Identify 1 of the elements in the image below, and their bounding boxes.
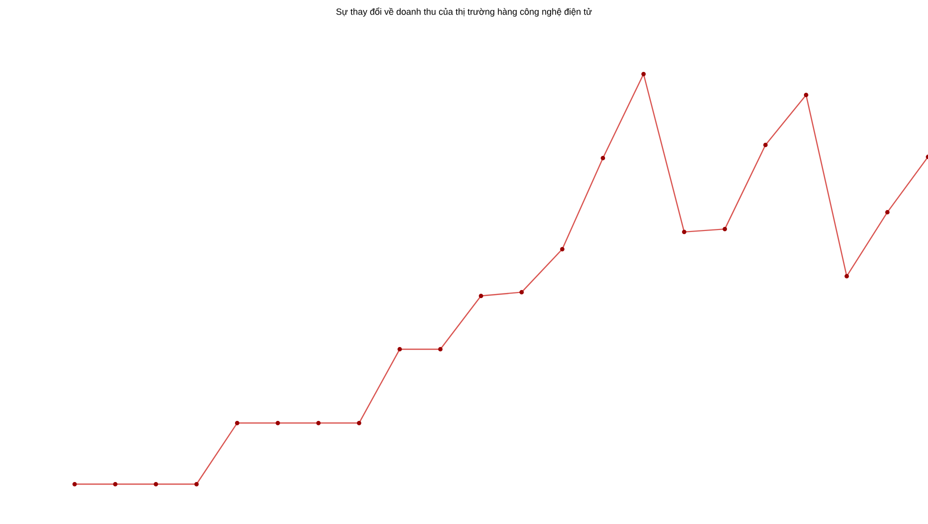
chart-title: Sự thay đổi về doanh thu của thị trường hàng công nghệ điện tử [336, 8, 592, 17]
